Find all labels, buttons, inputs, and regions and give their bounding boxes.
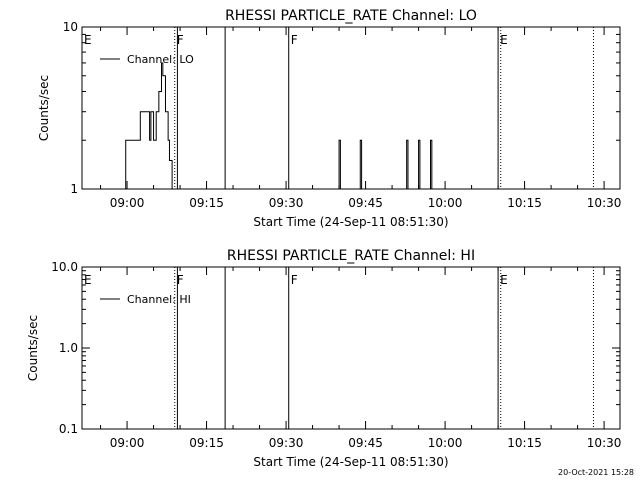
x-axis-label: Start Time (24-Sep-11 08:51:30): [253, 215, 448, 229]
panel-2: RHESSI PARTICLE_RATE Channel: HI 09:00 09:…: [26, 248, 621, 469]
x-tick-label: 10:15: [507, 436, 542, 450]
marker-label: F: [177, 273, 184, 287]
x-tick-label: 09:45: [348, 196, 383, 210]
x-tick-label: 09:00: [110, 436, 145, 450]
series-line-6: [429, 139, 433, 190]
series-line-4: [405, 139, 409, 190]
marker-label: E: [84, 273, 92, 287]
series-line-5: [417, 139, 421, 190]
x-tick-label: 09:15: [189, 196, 224, 210]
marker-label: E: [84, 33, 92, 47]
y-tick-label: 10: [63, 20, 78, 34]
x-tick-label: 09:30: [269, 196, 304, 210]
marker-label: E: [500, 273, 508, 287]
series-line-3: [358, 139, 363, 190]
x-tick-label: 10:00: [428, 196, 463, 210]
y-axis-label: Counts/sec: [37, 75, 51, 141]
chart-title: RHESSI PARTICLE_RATE Channel: LO: [225, 8, 477, 24]
footer-timestamp: 20-Oct-2021 15:28: [558, 468, 634, 477]
plot-frame: [81, 266, 621, 430]
x-tick-label: 09:45: [348, 436, 383, 450]
chart-title: RHESSI PARTICLE_RATE Channel: HI: [227, 248, 475, 264]
legend-label: Channel: HI: [127, 293, 191, 306]
marker-label: F: [177, 33, 184, 47]
series-line-2: [337, 139, 341, 190]
y-tick-label: 1: [70, 182, 78, 196]
x-tick-label: 09:00: [110, 196, 145, 210]
x-tick-label: 10:30: [587, 436, 622, 450]
x-tick-label: 09:15: [189, 436, 224, 450]
y-tick-label: 10.0: [51, 260, 78, 274]
y-tick-label: 1.0: [59, 341, 78, 355]
panel-1: RHESSI PARTICLE_RATE Channel: LO 09:00 09:…: [37, 8, 621, 229]
x-tick-label: 10:30: [587, 196, 622, 210]
x-tick-label: 10:15: [507, 196, 542, 210]
legend-label: Channel: LO: [127, 53, 194, 66]
y-tick-label: 0.1: [59, 422, 78, 436]
x-tick-label: 10:00: [428, 436, 463, 450]
marker-label: E: [500, 33, 508, 47]
marker-label: F: [291, 33, 298, 47]
y-axis-label: Counts/sec: [26, 315, 40, 381]
series-line-1: [124, 62, 173, 190]
marker-label: F: [291, 273, 298, 287]
plot-frame: [81, 26, 621, 190]
x-axis-label: Start Time (24-Sep-11 08:51:30): [253, 455, 448, 469]
x-tick-label: 09:30: [269, 436, 304, 450]
